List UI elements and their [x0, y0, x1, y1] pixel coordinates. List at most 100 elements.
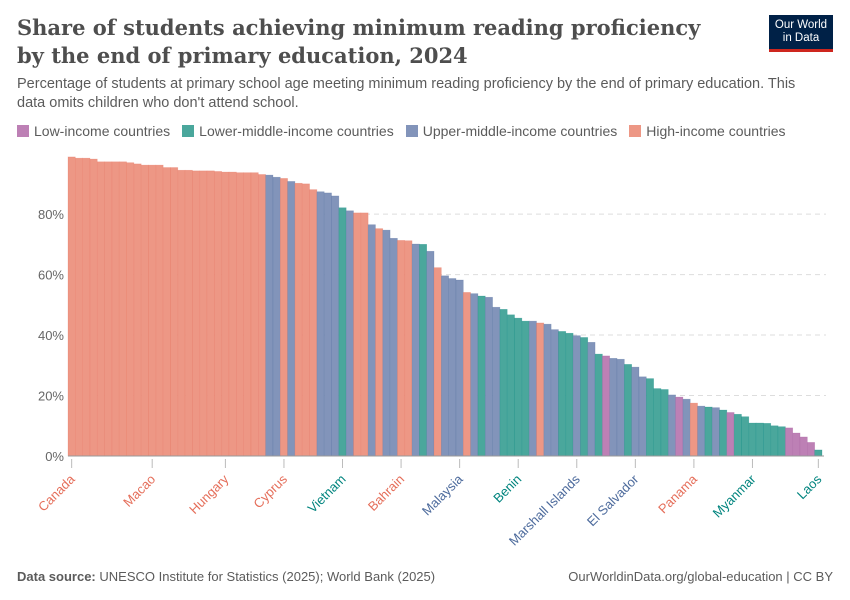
bar[interactable] [785, 427, 794, 457]
bar[interactable] [741, 416, 750, 457]
bar[interactable] [638, 376, 647, 457]
bar[interactable] [258, 174, 266, 457]
bar[interactable] [667, 394, 676, 457]
owid-logo[interactable]: Our World in Data [769, 15, 833, 52]
bar[interactable] [96, 161, 105, 457]
bar[interactable] [426, 250, 435, 457]
bar[interactable] [733, 413, 742, 457]
bar[interactable] [470, 293, 479, 457]
bar[interactable] [206, 170, 215, 457]
bar[interactable] [221, 171, 230, 457]
bar[interactable] [792, 432, 801, 457]
bar[interactable] [67, 156, 76, 457]
bar[interactable] [653, 388, 662, 457]
bar[interactable] [133, 163, 142, 457]
bar[interactable] [316, 191, 325, 457]
bar[interactable] [338, 207, 347, 457]
bar[interactable] [682, 398, 691, 457]
bar[interactable] [799, 436, 808, 457]
bar[interactable] [75, 157, 83, 457]
bar[interactable] [397, 240, 406, 457]
bar[interactable] [528, 320, 537, 457]
bar[interactable] [499, 309, 508, 457]
bar[interactable] [287, 181, 296, 457]
bar[interactable] [104, 161, 113, 457]
bar[interactable] [272, 176, 281, 457]
bar[interactable] [455, 279, 464, 457]
bar[interactable] [689, 402, 698, 457]
bar[interactable] [646, 378, 654, 457]
legend-item-high-income[interactable]: High-income countries [629, 123, 786, 139]
bar[interactable] [441, 275, 449, 457]
bar[interactable] [140, 164, 149, 457]
bar[interactable] [214, 171, 223, 457]
bar[interactable] [250, 172, 259, 457]
bar[interactable] [543, 323, 552, 457]
bar[interactable] [126, 162, 135, 457]
bar[interactable] [763, 423, 772, 457]
bar[interactable] [631, 366, 640, 457]
bar[interactable] [162, 167, 171, 457]
bar[interactable] [192, 170, 201, 457]
bar[interactable] [419, 244, 427, 457]
bar[interactable] [433, 267, 442, 457]
bar[interactable] [236, 172, 244, 457]
bar[interactable] [580, 337, 589, 457]
bar[interactable] [755, 422, 764, 457]
bar[interactable] [463, 292, 471, 457]
bar[interactable] [675, 396, 684, 457]
bar[interactable] [492, 306, 501, 457]
bar[interactable] [184, 169, 193, 457]
bar[interactable] [726, 412, 735, 457]
bar[interactable] [550, 329, 559, 457]
bar[interactable] [155, 164, 164, 457]
bar[interactable] [484, 296, 493, 457]
bar[interactable] [82, 157, 91, 457]
bar[interactable] [279, 178, 288, 457]
bar[interactable] [411, 243, 420, 457]
bar[interactable] [609, 358, 618, 457]
bar[interactable] [719, 409, 728, 457]
bar[interactable] [89, 158, 98, 457]
bar[interactable] [807, 442, 815, 457]
bar[interactable] [514, 317, 523, 457]
bar[interactable] [602, 355, 611, 457]
legend-item-upper-middle-income[interactable]: Upper-middle-income countries [405, 123, 617, 139]
bar[interactable] [587, 341, 596, 457]
bar[interactable] [711, 407, 720, 457]
bar[interactable] [506, 314, 515, 457]
bar[interactable] [660, 389, 669, 457]
bar[interactable] [536, 322, 545, 457]
bar[interactable] [616, 358, 625, 457]
bar[interactable] [558, 331, 567, 457]
bar[interactable] [704, 406, 713, 457]
bar[interactable] [389, 237, 398, 457]
bar[interactable] [565, 332, 574, 457]
bar[interactable] [111, 161, 120, 457]
bar[interactable] [243, 172, 252, 457]
bar[interactable] [594, 353, 603, 457]
bar[interactable] [477, 295, 486, 457]
bar[interactable] [170, 167, 179, 457]
bar[interactable] [360, 212, 369, 457]
source-url[interactable]: OurWorldinData.org/global-education | CC… [568, 569, 833, 584]
bar[interactable] [148, 164, 157, 457]
bar[interactable] [228, 171, 237, 457]
bar[interactable] [521, 320, 530, 457]
bar[interactable] [265, 174, 274, 457]
bar[interactable] [323, 192, 332, 457]
bar[interactable] [777, 426, 786, 457]
bar[interactable] [382, 229, 391, 457]
legend-item-lower-middle-income[interactable]: Lower-middle-income countries [182, 123, 394, 139]
bar[interactable] [697, 405, 706, 457]
bar[interactable] [624, 364, 632, 457]
bar[interactable] [353, 212, 362, 457]
bar[interactable] [375, 228, 384, 457]
bar[interactable] [367, 224, 376, 457]
bar[interactable] [199, 170, 208, 457]
bar[interactable] [404, 240, 413, 457]
bar[interactable] [814, 449, 823, 457]
legend-item-low-income[interactable]: Low-income countries [17, 123, 170, 139]
bar[interactable] [309, 189, 318, 457]
bar[interactable] [572, 335, 581, 457]
